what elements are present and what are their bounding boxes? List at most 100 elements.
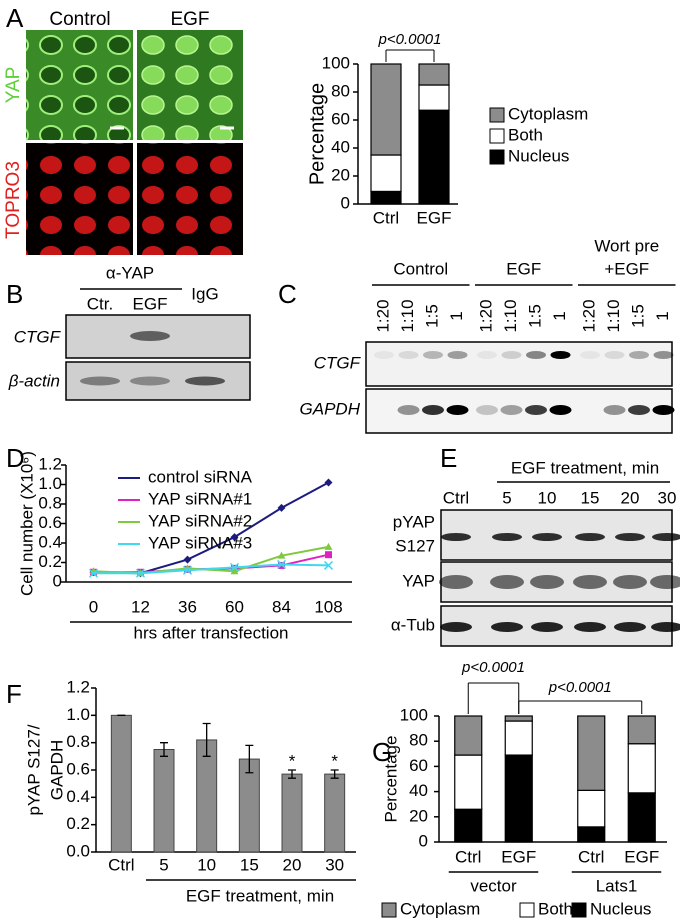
bar-segment [627, 743, 656, 794]
lane-label: 1:10 [398, 299, 417, 332]
y-tick-label: 60 [331, 109, 350, 128]
significance: * [331, 751, 338, 770]
band [441, 533, 471, 541]
row-label: YAP [402, 571, 435, 590]
y-tick-label: 0.2 [66, 814, 90, 833]
significance: * [289, 751, 296, 770]
x-tick-label: 36 [178, 597, 197, 616]
y-tick-label: 20 [331, 165, 350, 184]
x-tick-label: 0 [89, 597, 98, 616]
band [491, 622, 523, 632]
micrograph [137, 143, 243, 255]
band [490, 575, 524, 589]
panel-letter: D [6, 443, 25, 473]
micrograph [26, 143, 133, 255]
legend-label: Both [508, 125, 543, 144]
y-axis-label: GAPDH [47, 740, 66, 800]
legend-swatch [489, 128, 505, 144]
band [476, 405, 498, 415]
y-tick-label: 60 [409, 756, 428, 775]
bar [153, 749, 175, 853]
legend-swatch [381, 902, 397, 918]
band [130, 376, 170, 386]
x-tick-label: 15 [240, 855, 259, 874]
x-tick-label: Ctrl [108, 855, 134, 874]
lane-label: 1:5 [422, 304, 441, 328]
marker [182, 565, 193, 575]
bar-segment [454, 715, 483, 756]
lane-label: 1:20 [373, 299, 392, 332]
y-tick-label: 40 [331, 137, 350, 156]
y-tick-label: 0.4 [38, 532, 62, 551]
y-tick-label: 1.0 [66, 705, 90, 724]
lane-label: 5 [502, 488, 511, 507]
error-bar [288, 769, 296, 779]
column-label: EGF [170, 9, 209, 30]
x-tick-label: EGF [624, 847, 659, 866]
panel-letter: B [6, 279, 23, 309]
band [613, 575, 647, 589]
bar-segment [418, 63, 450, 86]
band [446, 405, 469, 415]
row-label: α-Tub [391, 615, 435, 634]
lane-label: 15 [581, 488, 600, 507]
legend-label: Both [538, 899, 573, 918]
group-label: Lats1 [596, 876, 638, 895]
bar-segment [627, 715, 656, 745]
marker [88, 568, 99, 578]
row-label: S127 [395, 536, 435, 555]
row-label: GAPDH [300, 399, 361, 418]
y-axis-label: pYAP S127/ [24, 724, 43, 815]
group-label: EGF [506, 259, 541, 278]
bar [324, 773, 346, 853]
band [614, 622, 646, 632]
antibody-label: α-YAP [106, 263, 154, 282]
y-tick-label: 0 [53, 571, 62, 590]
gel [365, 341, 673, 387]
lane-label: 1:10 [501, 299, 520, 332]
band [653, 351, 674, 359]
marker [324, 542, 333, 550]
lane-label: 1:10 [604, 299, 623, 332]
band [423, 351, 443, 359]
band [525, 405, 547, 415]
y-tick-label: 1.0 [38, 474, 62, 493]
bar-segment [418, 84, 450, 111]
panel-letter: C [278, 279, 297, 309]
lane-label: 1 [550, 311, 569, 320]
line [93, 563, 329, 575]
band [398, 351, 419, 359]
band [651, 622, 680, 632]
lane-label: 1:20 [579, 299, 598, 332]
y-tick-label: 80 [409, 731, 428, 750]
row-label: β-actin [8, 371, 60, 390]
band [477, 351, 497, 359]
y-tick-label: 0 [419, 831, 428, 850]
band [574, 622, 606, 632]
y-axis-label: Cell number (X10⁶) [17, 451, 36, 596]
x-tick-label: 12 [131, 597, 150, 616]
marker [276, 559, 287, 569]
lane-label: Ctr. [87, 294, 113, 313]
column-label: Control [49, 9, 110, 30]
legend-swatch [489, 107, 505, 123]
bar-segment [627, 792, 656, 843]
bar-segment [577, 715, 606, 791]
band [374, 351, 394, 359]
x-tick-label: 60 [225, 597, 244, 616]
band [580, 351, 600, 359]
band [531, 622, 563, 632]
band [615, 533, 645, 541]
group-label: +EGF [604, 259, 649, 278]
legend-swatch [571, 902, 587, 918]
y-tick-label: 0.2 [38, 552, 62, 571]
lane-label: 10 [538, 488, 557, 507]
error-bar [202, 722, 211, 757]
bar-segment [418, 109, 450, 205]
panel-letter: F [6, 679, 22, 709]
y-tick-label: 0.8 [38, 493, 62, 512]
row-label: CTGF [314, 353, 362, 372]
legend-swatch [489, 149, 505, 165]
panel-letter: E [440, 443, 457, 473]
y-tick-label: 0.6 [38, 513, 62, 532]
